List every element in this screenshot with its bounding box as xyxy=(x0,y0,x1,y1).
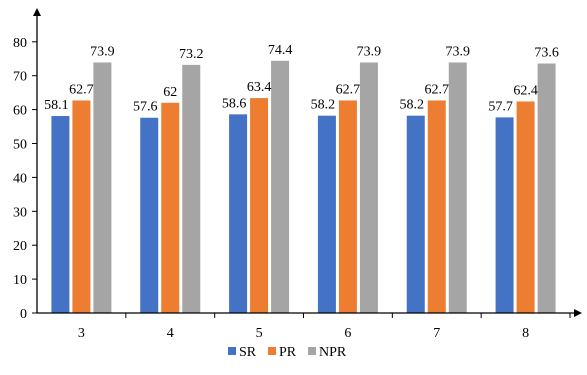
y-tick-label: 70 xyxy=(13,70,27,85)
bar-npr-4 xyxy=(182,64,201,314)
data-label-sr-7: 58.2 xyxy=(400,98,425,113)
data-label-pr-6: 62.7 xyxy=(336,82,361,97)
bar-pr-8 xyxy=(516,101,535,314)
data-label-npr-5: 74.4 xyxy=(268,43,293,58)
data-label-sr-5: 58.6 xyxy=(222,96,247,111)
x-tick-label: 7 xyxy=(433,326,440,341)
data-labels-group: 58.162.773.957.66273.258.663.474.458.262… xyxy=(44,43,559,115)
x-axis-arrow xyxy=(574,309,582,317)
bar-sr-7 xyxy=(406,115,425,314)
x-axis-ticks: 3 4 5 6 7 8 xyxy=(78,313,571,341)
bar-npr-6 xyxy=(359,62,378,313)
y-tick-label: 40 xyxy=(13,171,27,186)
legend-swatch-npr xyxy=(308,347,316,355)
legend-label-pr: PR xyxy=(279,345,297,360)
bar-sr-4 xyxy=(140,117,159,314)
data-label-sr-4: 57.6 xyxy=(133,100,158,115)
y-tick-label: 50 xyxy=(13,138,27,153)
bar-sr-5 xyxy=(229,114,248,313)
legend-label-npr: NPR xyxy=(319,345,347,360)
data-label-pr-7: 62.7 xyxy=(425,82,450,97)
legend-swatch-sr xyxy=(228,347,236,355)
bar-npr-8 xyxy=(537,63,556,313)
y-tick-label: 0 xyxy=(20,307,27,322)
y-tick-label: 60 xyxy=(13,104,27,119)
bar-pr-5 xyxy=(250,98,269,313)
data-label-npr-7: 73.9 xyxy=(446,44,471,59)
y-tick-label: 10 xyxy=(13,273,27,288)
x-tick-label: 6 xyxy=(344,326,351,341)
data-label-sr-3: 58.1 xyxy=(44,98,69,113)
data-label-sr-8: 57.7 xyxy=(488,99,513,114)
data-label-npr-6: 73.9 xyxy=(357,44,382,59)
data-label-pr-8: 62.4 xyxy=(513,83,538,98)
data-label-npr-8: 73.6 xyxy=(534,45,559,60)
data-label-npr-4: 73.2 xyxy=(179,47,204,62)
legend: SR PR NPR xyxy=(228,345,347,360)
legend-swatch-pr xyxy=(268,347,276,355)
x-tick-label: 5 xyxy=(256,326,263,341)
data-label-pr-3: 62.7 xyxy=(69,82,94,97)
legend-label-sr: SR xyxy=(239,345,257,360)
bar-pr-7 xyxy=(427,100,446,314)
data-label-sr-6: 58.2 xyxy=(311,98,336,113)
data-label-npr-3: 73.9 xyxy=(90,44,115,59)
bar-pr-4 xyxy=(161,102,180,313)
y-tick-label: 80 xyxy=(13,36,27,51)
bar-sr-3 xyxy=(51,116,70,313)
bar-pr-6 xyxy=(338,100,357,314)
data-label-pr-5: 63.4 xyxy=(247,80,272,95)
y-axis-ticks: 0 10 20 30 40 50 60 70 80 xyxy=(13,36,37,322)
bar-pr-3 xyxy=(72,100,91,314)
y-tick-label: 20 xyxy=(13,239,27,254)
bar-series-group xyxy=(51,60,556,314)
x-tick-label: 8 xyxy=(522,326,529,341)
y-tick-label: 30 xyxy=(13,205,27,220)
bar-sr-8 xyxy=(495,117,514,313)
y-axis-arrow xyxy=(33,8,41,16)
x-tick-label: 3 xyxy=(78,326,85,341)
bar-npr-3 xyxy=(93,62,112,313)
bar-npr-7 xyxy=(448,62,467,313)
data-label-pr-4: 62 xyxy=(163,85,177,100)
bar-sr-6 xyxy=(317,115,336,314)
bar-npr-5 xyxy=(271,60,290,314)
x-tick-label: 4 xyxy=(167,326,174,341)
axes xyxy=(33,8,582,317)
